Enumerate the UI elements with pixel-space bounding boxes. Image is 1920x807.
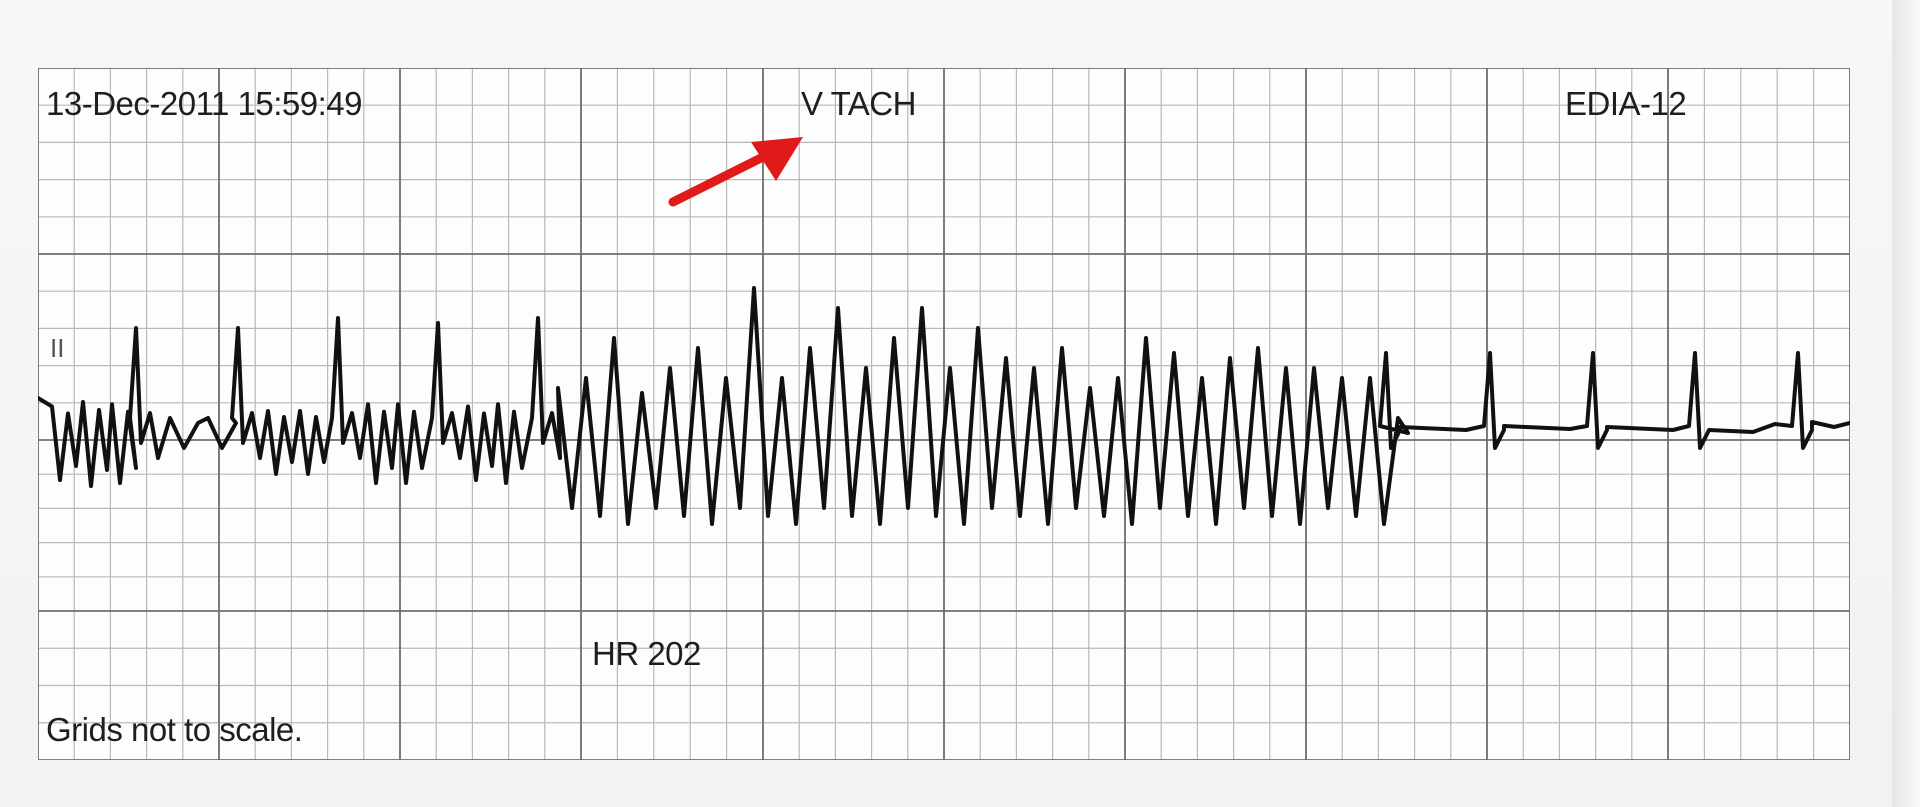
ecg-trace (38, 286, 1850, 526)
heart-rate-label: HR 202 (592, 635, 701, 672)
footnote-label: Grids not to scale. (46, 711, 303, 748)
lead-label: II (50, 333, 65, 363)
ecg-grid (38, 68, 1850, 760)
device-label: EDIA-12 (1565, 85, 1687, 122)
ecg-strip (38, 68, 1850, 760)
page-edge (1892, 0, 1920, 807)
rhythm-label: V TACH (801, 85, 916, 122)
red-arrow-icon (668, 137, 803, 207)
timestamp-label: 13-Dec-2011 15:59:49 (46, 85, 362, 122)
